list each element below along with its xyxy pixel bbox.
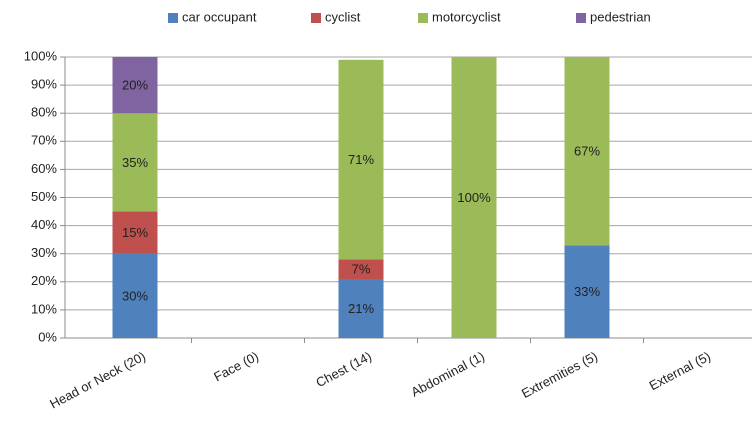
x-tick-label: External (5) (647, 348, 713, 393)
legend-label: car occupant (182, 9, 257, 24)
y-tick-label: 30% (31, 245, 57, 260)
y-tick-label: 90% (31, 77, 57, 92)
y-tick-label: 0% (38, 329, 57, 344)
data-label: 21% (348, 301, 374, 316)
bar-segment (564, 245, 610, 338)
y-tick-label: 20% (31, 273, 57, 288)
y-tick-label: 80% (31, 105, 57, 120)
y-tick-label: 50% (31, 189, 57, 204)
data-label: 15% (122, 225, 148, 240)
x-tick-label: Extremities (5) (519, 348, 600, 401)
bar-segment (451, 57, 497, 338)
legend-swatch (311, 13, 321, 23)
bar-segment (338, 259, 384, 279)
x-tick-group: Face (0) (211, 348, 261, 384)
bar-segment (112, 211, 158, 254)
x-tick-group: Head or Neck (20) (47, 348, 148, 411)
data-label: 20% (122, 78, 148, 93)
data-label: 71% (348, 152, 374, 167)
bar-segment (112, 57, 158, 114)
x-tick-label: Abdominal (1) (409, 348, 488, 399)
legend-label: pedestrian (590, 9, 651, 24)
x-tick-label: Chest (14) (313, 348, 374, 390)
legend-swatch (168, 13, 178, 23)
legend-swatch (576, 13, 586, 23)
legend-label: cyclist (325, 9, 361, 24)
y-tick-label: 60% (31, 161, 57, 176)
data-label: 7% (352, 262, 371, 277)
y-tick-label: 40% (31, 217, 57, 232)
bar-segment (112, 253, 158, 338)
x-tick-label: Head or Neck (20) (47, 348, 148, 411)
data-label: 33% (574, 284, 600, 299)
y-tick-label: 10% (31, 301, 57, 316)
x-tick-label: Face (0) (211, 348, 261, 384)
x-tick-group: Chest (14) (313, 348, 374, 390)
bar-segment (564, 57, 610, 246)
bar-segment (112, 113, 158, 212)
data-label: 35% (122, 155, 148, 170)
bar-segment (338, 59, 384, 260)
data-label: 67% (574, 144, 600, 159)
data-label: 100% (457, 190, 491, 205)
y-tick-label: 100% (24, 48, 58, 63)
legend-label: motorcyclist (432, 9, 501, 24)
x-tick-group: External (5) (647, 348, 713, 393)
legend-swatch (418, 13, 428, 23)
x-tick-group: Abdominal (1) (409, 348, 488, 399)
x-tick-group: Extremities (5) (519, 348, 600, 401)
data-label: 30% (122, 288, 148, 303)
y-tick-label: 70% (31, 133, 57, 148)
bar-segment (338, 278, 384, 338)
